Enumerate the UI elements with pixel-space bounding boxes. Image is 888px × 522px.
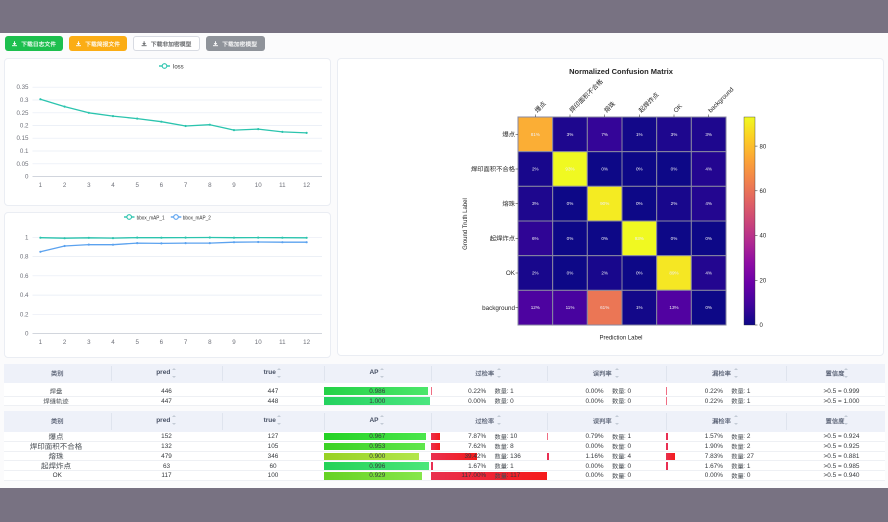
svg-text:4%: 4% (705, 271, 712, 276)
svg-text:0%: 0% (636, 271, 643, 276)
svg-text:1%: 1% (636, 132, 643, 137)
svg-text:Normalized Confusion Matrix: Normalized Confusion Matrix (569, 67, 674, 76)
svg-text:0%: 0% (567, 271, 574, 276)
svg-text:7%: 7% (601, 132, 608, 137)
svg-text:0%: 0% (705, 305, 712, 310)
svg-text:2%: 2% (601, 271, 608, 276)
svg-text:7: 7 (184, 182, 188, 189)
svg-text:6: 6 (160, 182, 164, 189)
svg-text:background: background (482, 305, 515, 312)
svg-text:7: 7 (184, 339, 188, 346)
svg-text:9: 9 (232, 339, 236, 346)
svg-text:80: 80 (760, 144, 767, 150)
svg-text:0.8: 0.8 (20, 254, 29, 261)
svg-text:0.15: 0.15 (16, 135, 29, 142)
svg-text:0%: 0% (567, 236, 574, 241)
svg-text:Ground Truth Label: Ground Truth Label (463, 198, 469, 250)
svg-text:20: 20 (760, 279, 767, 285)
svg-text:3%: 3% (671, 132, 678, 137)
svg-text:0.25: 0.25 (16, 110, 29, 117)
svg-text:0%: 0% (567, 201, 574, 206)
svg-text:5: 5 (135, 182, 139, 189)
svg-text:0: 0 (760, 323, 764, 329)
svg-text:9: 9 (232, 182, 236, 189)
svg-text:11: 11 (279, 182, 286, 189)
svg-text:0%: 0% (601, 236, 608, 241)
svg-text:12%: 12% (531, 305, 540, 310)
svg-text:0.05: 0.05 (16, 161, 29, 168)
svg-text:8: 8 (208, 339, 212, 346)
svg-text:loss: loss (173, 65, 184, 71)
svg-text:2: 2 (63, 182, 67, 189)
svg-text:89%: 89% (669, 271, 678, 276)
svg-text:0.6: 0.6 (20, 273, 29, 280)
svg-text:6: 6 (160, 339, 164, 346)
svg-text:1: 1 (39, 182, 43, 189)
svg-text:5: 5 (135, 339, 139, 346)
svg-text:12: 12 (303, 339, 310, 346)
svg-text:bbox_mAP_2: bbox_mAP_2 (183, 215, 211, 221)
svg-text:3: 3 (87, 339, 91, 346)
svg-text:0%: 0% (671, 167, 678, 172)
svg-text:background: background (707, 86, 736, 115)
svg-text:OK: OK (672, 102, 684, 114)
svg-text:6%: 6% (532, 236, 539, 241)
svg-text:61%: 61% (600, 305, 609, 310)
svg-text:2: 2 (63, 339, 67, 346)
svg-text:Prediction Label: Prediction Label (599, 336, 642, 342)
svg-text:2%: 2% (671, 201, 678, 206)
svg-text:10: 10 (255, 339, 262, 346)
svg-text:3%: 3% (567, 132, 574, 137)
svg-text:60: 60 (760, 189, 767, 195)
svg-text:13%: 13% (669, 305, 678, 310)
svg-text:10: 10 (255, 182, 262, 189)
svg-text:bbox_mAP_1: bbox_mAP_1 (137, 215, 165, 221)
svg-text:8: 8 (208, 182, 212, 189)
svg-text:0.35: 0.35 (16, 84, 29, 91)
svg-text:0.2: 0.2 (20, 123, 29, 130)
svg-text:40: 40 (760, 234, 767, 240)
svg-text:1%: 1% (636, 305, 643, 310)
svg-text:1: 1 (25, 234, 29, 241)
svg-text:0.4: 0.4 (20, 292, 29, 299)
svg-text:0: 0 (25, 331, 29, 338)
svg-text:3: 3 (87, 182, 91, 189)
svg-text:0: 0 (25, 174, 29, 181)
svg-text:OK: OK (506, 270, 516, 277)
svg-text:0%: 0% (601, 167, 608, 172)
svg-text:4: 4 (111, 182, 115, 189)
svg-text:11: 11 (279, 339, 286, 346)
svg-text:3%: 3% (705, 132, 712, 137)
svg-text:0%: 0% (671, 236, 678, 241)
svg-text:12: 12 (303, 182, 310, 189)
svg-text:11%: 11% (566, 305, 575, 310)
svg-text:4%: 4% (705, 201, 712, 206)
svg-text:90%: 90% (600, 201, 609, 206)
svg-text:0.3: 0.3 (20, 97, 29, 104)
svg-text:0%: 0% (705, 236, 712, 241)
svg-text:0.2: 0.2 (20, 311, 29, 318)
svg-text:4%: 4% (705, 167, 712, 172)
svg-text:81%: 81% (531, 132, 540, 137)
svg-text:2%: 2% (532, 271, 539, 276)
svg-text:3%: 3% (532, 201, 539, 206)
svg-text:4: 4 (111, 339, 115, 346)
svg-text:0.1: 0.1 (20, 148, 29, 155)
svg-text:93%: 93% (565, 167, 574, 172)
svg-text:93%: 93% (635, 236, 644, 241)
svg-text:1: 1 (39, 339, 43, 346)
svg-text:2%: 2% (532, 167, 539, 172)
svg-text:0%: 0% (636, 201, 643, 206)
svg-text:0%: 0% (636, 167, 643, 172)
